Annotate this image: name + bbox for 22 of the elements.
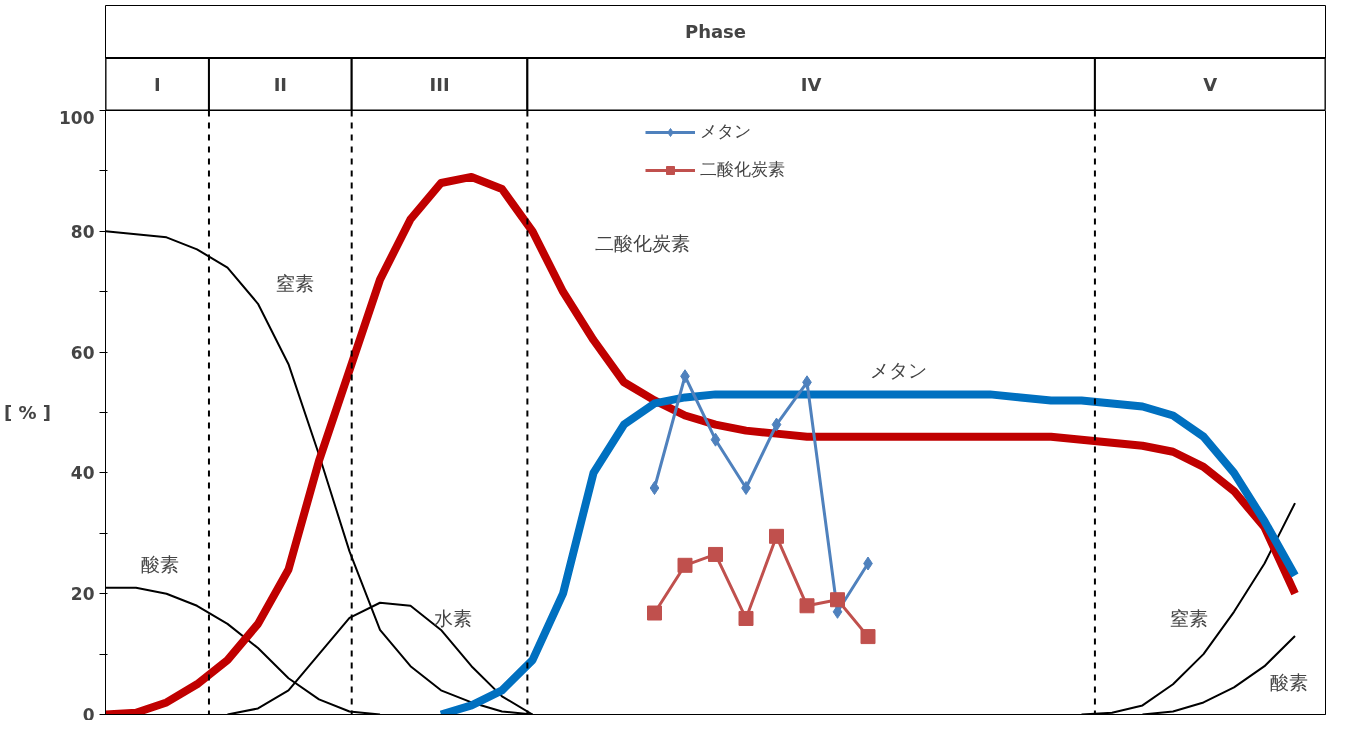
text: I — [153, 73, 161, 95]
annotation: メタン — [870, 359, 927, 382]
annotation: 酸素 — [141, 552, 180, 575]
annotation: 二酸化炭素 — [594, 232, 690, 255]
y-tick-label: 20 — [70, 584, 95, 605]
y-tick-label: 0 — [82, 704, 95, 725]
y-tick-label: 80 — [70, 221, 95, 242]
text: II — [273, 73, 288, 95]
annotation: 酸素 — [1269, 670, 1308, 693]
annotation: 窒素 — [1169, 606, 1208, 629]
y-axis-title: [ % ] — [3, 402, 52, 423]
legend-label: 二酸化炭素 — [700, 158, 785, 181]
x-axis-title: Phase — [684, 21, 747, 43]
text: IV — [800, 73, 822, 95]
text: V — [1203, 73, 1218, 95]
y-tick-label: 40 — [70, 463, 95, 484]
y-tick-label: 60 — [70, 342, 95, 363]
annotation: 窒素 — [275, 271, 314, 294]
legend-label: メタン — [700, 120, 751, 143]
text: III — [429, 73, 450, 95]
y-tick-label: 100 — [59, 107, 95, 128]
annotation: 水素 — [434, 606, 473, 629]
